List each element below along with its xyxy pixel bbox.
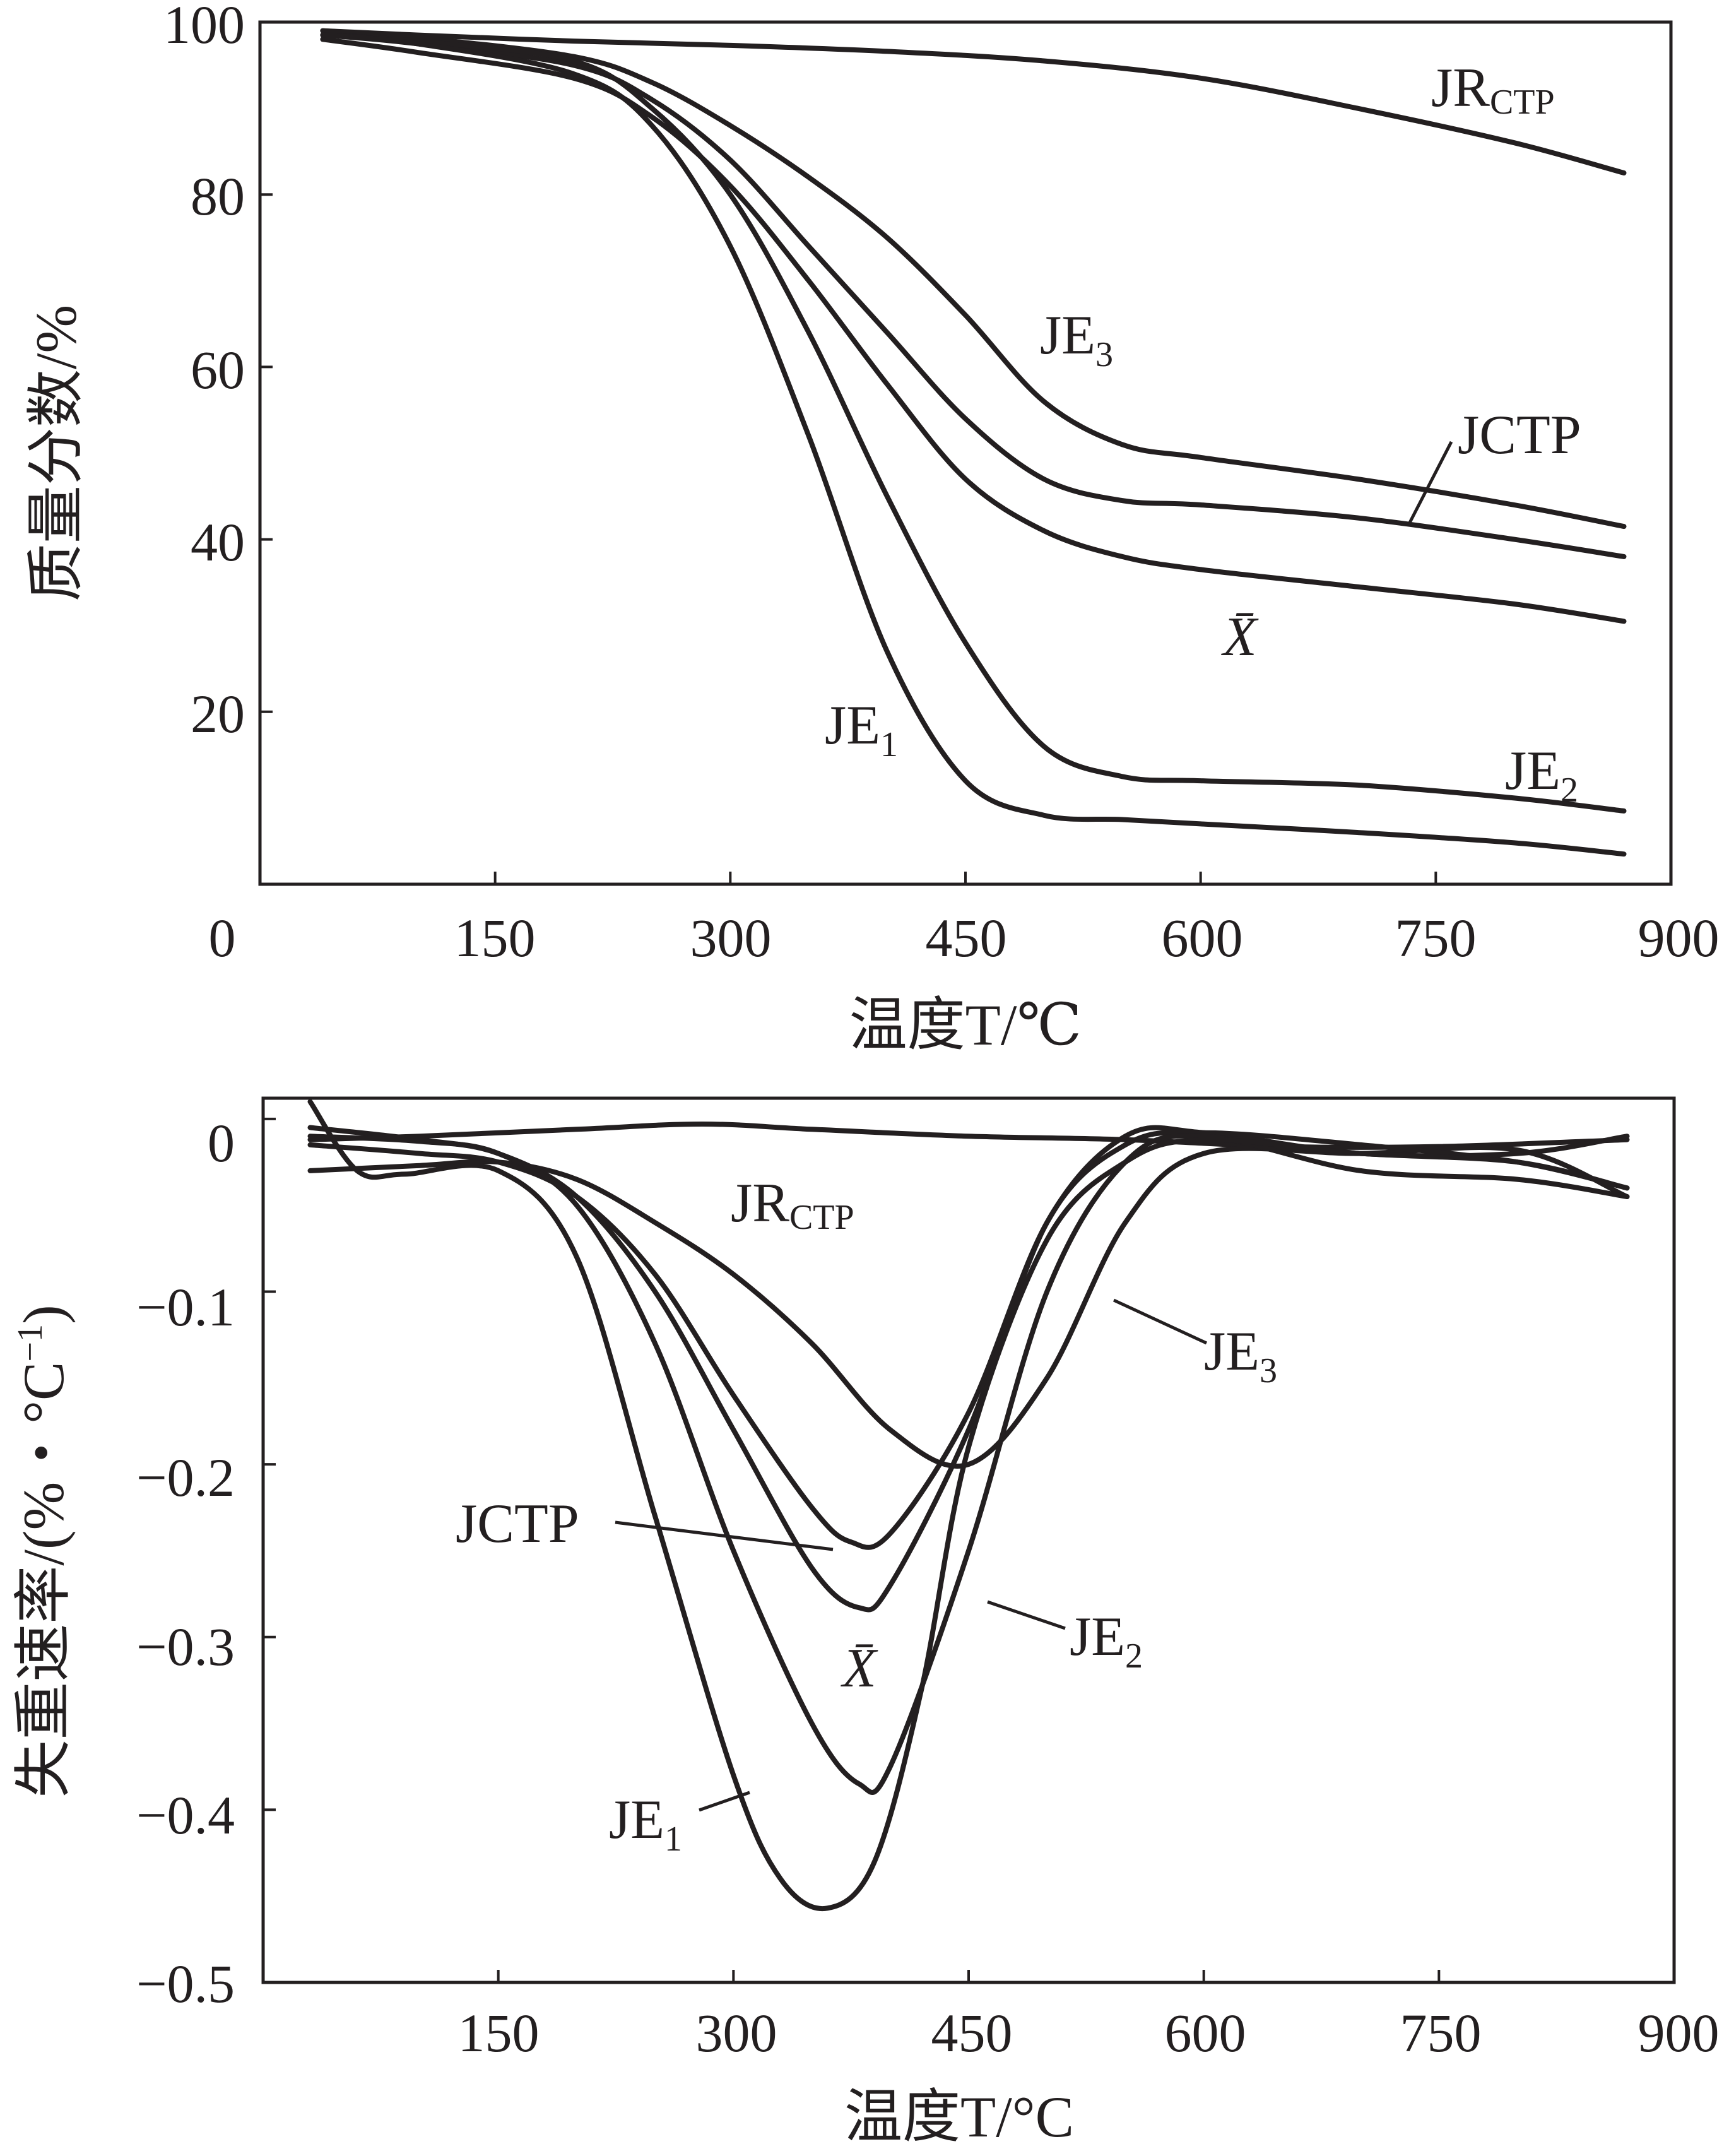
top-x-axis-title: 温度T/℃ xyxy=(849,993,1082,1057)
bottom-label-xbar: X̄ xyxy=(841,1638,878,1699)
top-leader-jctp xyxy=(1407,441,1453,526)
bottom-tickmarks xyxy=(263,1117,1441,1982)
bottom-x-tick: 150 xyxy=(458,2003,540,2063)
top-x-tick: 600 xyxy=(1162,908,1243,968)
top-label-jrctp-main: JR xyxy=(1431,57,1490,119)
top-y-tick: 60 xyxy=(191,340,245,400)
bottom-label-je2: JE2 xyxy=(1070,1606,1143,1676)
top-label-jrctp: JRCTP xyxy=(1431,57,1555,122)
top-label-jctp: JCTP xyxy=(1458,405,1581,466)
top-series-je2-line xyxy=(320,32,1627,814)
bottom-y-axis-title-main: 失重速率/(%・°C xyxy=(11,1362,76,1798)
bottom-x-tick: 450 xyxy=(931,2003,1013,2063)
top-x-tick: 900 xyxy=(1638,908,1720,968)
bottom-label-je3-main: JE xyxy=(1204,1321,1260,1382)
bottom-y-tick: −0.4 xyxy=(136,1785,235,1845)
top-tickmarks xyxy=(260,193,1437,884)
bottom-y-tick: −0.3 xyxy=(136,1616,235,1677)
bottom-series-jctp-line xyxy=(307,1125,1630,1550)
top-x-tick: 150 xyxy=(454,908,536,968)
top-series-je1-line xyxy=(320,32,1627,857)
top-label-xbar: X̄ xyxy=(1221,607,1259,668)
bottom-x-tick: 600 xyxy=(1165,2003,1246,2063)
top-series-jrctp-line xyxy=(320,28,1627,175)
top-label-je1-main: JE xyxy=(825,695,880,756)
bottom-chart: 150 300 450 600 750 900 0 −0.1 −0.2 −0.3… xyxy=(11,1096,1720,2149)
bottom-label-jrctp-main: JR xyxy=(731,1173,789,1234)
bottom-series-x-line xyxy=(307,1125,1630,1613)
bottom-x-axis-title: 温度T/°C xyxy=(844,2085,1074,2149)
bottom-y-ticks: 0 −0.1 −0.2 −0.3 −0.4 −0.5 xyxy=(136,1113,235,2014)
bottom-leader-je1 xyxy=(699,1791,750,1812)
bottom-curves xyxy=(307,1099,1630,1912)
top-series-je3-line xyxy=(320,28,1627,530)
top-label-je1-sub: 1 xyxy=(880,725,898,764)
top-x-ticks: 0 150 300 450 600 750 900 xyxy=(209,908,1720,968)
top-x-tick: 450 xyxy=(926,908,1007,968)
top-x-tick: 0 xyxy=(209,908,236,968)
bottom-series-je2-line xyxy=(307,1133,1630,1795)
bottom-y-tick: −0.2 xyxy=(136,1447,235,1508)
bottom-label-je1-main: JE xyxy=(609,1789,664,1851)
bottom-y-tick: −0.5 xyxy=(136,1953,235,2014)
bottom-label-je3: JE3 xyxy=(1204,1321,1277,1390)
bottom-leader-je2 xyxy=(987,1600,1066,1630)
bottom-y-tick: −0.1 xyxy=(136,1277,235,1337)
top-label-jrctp-sub: CTP xyxy=(1490,83,1555,122)
bottom-leader-jctp xyxy=(615,1520,834,1551)
top-label-je2: JE2 xyxy=(1505,740,1578,810)
top-x-tick: 300 xyxy=(690,908,772,968)
top-label-je2-main: JE xyxy=(1505,740,1561,802)
top-series-x-line xyxy=(320,37,1627,624)
bottom-x-tick: 900 xyxy=(1638,2003,1720,2063)
top-curves xyxy=(320,28,1627,857)
bottom-label-je2-sub: 2 xyxy=(1125,1637,1143,1676)
bottom-x-ticks: 150 300 450 600 750 900 xyxy=(458,2003,1720,2063)
bottom-label-je1: JE1 xyxy=(609,1789,682,1859)
bottom-y-axis-title-end: ) xyxy=(11,1305,76,1324)
top-x-tick: 750 xyxy=(1395,908,1477,968)
top-y-ticks: 20 40 60 80 100 xyxy=(163,0,245,744)
bottom-y-axis-title-sup: −1 xyxy=(11,1324,50,1362)
top-y-tick: 80 xyxy=(191,166,245,227)
bottom-y-axis-title: 失重速率/(%・°C−1) xyxy=(11,1305,76,1798)
top-label-je3-main: JE xyxy=(1040,305,1095,366)
top-label-je3: JE3 xyxy=(1040,305,1113,374)
top-y-axis-title: 质量分数/% xyxy=(24,305,88,601)
bottom-label-jctp: JCTP xyxy=(456,1493,579,1555)
bottom-series-je3-line xyxy=(307,1145,1630,1469)
top-y-tick: 40 xyxy=(191,512,245,572)
bottom-series-je1-line xyxy=(307,1099,1630,1912)
bottom-label-jrctp-sub: CTP xyxy=(789,1198,854,1237)
top-series-jctp-line xyxy=(320,32,1627,559)
top-y-tick: 100 xyxy=(163,0,245,55)
top-chart: 0 150 300 450 600 750 900 20 40 60 80 10… xyxy=(24,0,1720,1057)
bottom-x-tick: 300 xyxy=(696,2003,777,2063)
bottom-leader-je3 xyxy=(1112,1298,1208,1345)
bottom-x-tick: 750 xyxy=(1400,2003,1482,2063)
top-y-tick: 20 xyxy=(191,684,245,744)
bottom-label-je2-main: JE xyxy=(1070,1606,1125,1667)
top-label-je2-sub: 2 xyxy=(1561,771,1578,810)
top-label-je3-sub: 3 xyxy=(1095,335,1113,374)
bottom-series-jrctp-line xyxy=(307,1122,1630,1150)
bottom-label-je3-sub: 3 xyxy=(1260,1351,1277,1390)
bottom-y-tick: 0 xyxy=(208,1113,235,1173)
bottom-label-jrctp: JRCTP xyxy=(731,1173,854,1237)
bottom-label-je1-sub: 1 xyxy=(664,1820,682,1859)
top-label-je1: JE1 xyxy=(825,695,898,764)
